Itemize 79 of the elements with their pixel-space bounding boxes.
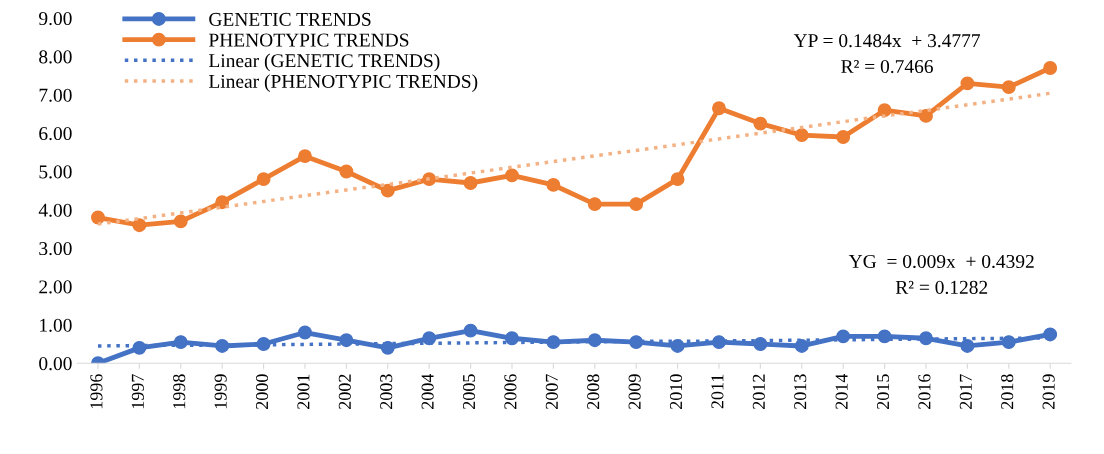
x-tick-label: 2008 <box>587 374 600 409</box>
x-tick-label: 2005 <box>462 374 476 409</box>
point <box>422 331 437 346</box>
y-tick-label: 5.00 <box>39 165 72 179</box>
y-tick-label: 3.00 <box>39 242 72 256</box>
point <box>256 172 271 187</box>
x-tick-label: 2001 <box>297 374 310 409</box>
x-tick-label: 1997 <box>131 374 144 409</box>
annotation: YG = 0.009x + 0.4392 <box>848 254 1034 269</box>
annotation: YP = 0.1484x + 3.4777 <box>793 34 981 48</box>
point <box>877 103 892 118</box>
point <box>753 337 768 351</box>
point <box>298 149 312 164</box>
point <box>1043 327 1058 342</box>
point <box>380 183 395 198</box>
x-tick-label: 2015 <box>876 374 890 409</box>
legend-label: Linear (GENETIC TRENDS) <box>208 53 440 72</box>
point <box>753 116 768 131</box>
point <box>960 76 975 91</box>
point <box>173 335 188 350</box>
x-tick-label: 2004 <box>421 373 434 409</box>
point <box>919 108 933 123</box>
point <box>505 331 519 346</box>
legend-label: GENETIC TRENDS <box>209 12 371 26</box>
y-tick-label: 8.00 <box>39 50 72 64</box>
point <box>463 323 478 338</box>
x-tick-label: 2007 <box>545 374 558 409</box>
x-tick-label: 2019 <box>1042 374 1055 409</box>
y-tick-label: 4.00 <box>38 203 72 217</box>
x-tick-label: 2003 <box>380 374 393 409</box>
point <box>794 128 809 143</box>
x-tick-label: 2014 <box>835 373 848 409</box>
point <box>960 339 975 353</box>
x-tick-label: 2002 <box>338 374 351 409</box>
point <box>173 214 188 229</box>
y-tick-label: 2.00 <box>39 280 72 294</box>
point <box>670 172 685 187</box>
x-tick-label: 2016 <box>918 374 931 409</box>
x-tick-label: 2000 <box>255 374 269 409</box>
point <box>298 325 312 340</box>
x-tick-label: 2010 <box>669 374 683 409</box>
point <box>132 218 147 233</box>
x-tick-label: 2012 <box>752 374 765 409</box>
x-tick-label: 2006 <box>504 374 517 409</box>
x-tick-label: 2017 <box>959 374 972 409</box>
point <box>587 333 602 348</box>
point <box>629 335 644 350</box>
annotation: R² = 0.7466 <box>841 59 933 74</box>
point <box>670 339 685 353</box>
point <box>1001 80 1016 95</box>
y-tick-label: 9.00 <box>39 11 72 26</box>
legend-label: PHENOTYPIC TRENDS <box>208 33 409 47</box>
point <box>546 177 561 192</box>
x-tick-label: 2009 <box>628 374 641 409</box>
x-tick-label: 1999 <box>214 374 227 409</box>
x-tick-label: 2013 <box>794 374 807 409</box>
point <box>836 130 851 144</box>
point <box>215 195 230 210</box>
annotation: R² = 0.1282 <box>895 280 988 294</box>
x-tick-label: 1998 <box>173 374 186 409</box>
x-tick-label: 1996 <box>90 374 103 409</box>
y-tick-label: 7.00 <box>39 88 72 102</box>
point <box>587 197 602 212</box>
point <box>712 101 726 116</box>
point <box>794 339 809 353</box>
y-tick-label: 0.00 <box>39 357 72 371</box>
point <box>1001 335 1016 350</box>
y-tick-label: 6.00 <box>39 126 72 141</box>
x-tick-label: 2011 <box>711 374 724 409</box>
y-tick-label: 1.00 <box>40 318 72 332</box>
point <box>380 340 395 355</box>
point <box>91 210 105 225</box>
point <box>463 176 478 190</box>
point <box>339 164 354 179</box>
x-tick-label: 2018 <box>1001 374 1014 409</box>
point <box>505 168 519 183</box>
legend-label: Linear (PHENOTYPIC TRENDS) <box>208 74 478 92</box>
point <box>1043 61 1058 75</box>
point <box>629 197 644 212</box>
